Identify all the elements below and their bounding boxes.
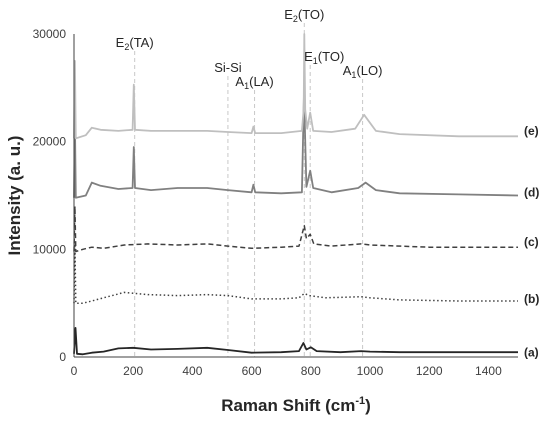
x-axis-title: Raman Shift (cm-1) xyxy=(221,395,371,415)
y-tick-label: 30000 xyxy=(33,27,67,41)
x-tick-label: 600 xyxy=(242,364,262,378)
x-tick-label: 800 xyxy=(301,364,321,378)
y-tick-label: 0 xyxy=(59,350,66,364)
x-tick-label: 1400 xyxy=(475,364,502,378)
x-tick-label: 0 xyxy=(71,364,78,378)
series-line xyxy=(73,205,518,253)
peak-label: E2(TA) xyxy=(116,35,154,52)
series-layer xyxy=(73,33,519,356)
peak-label: Si-Si xyxy=(214,60,242,75)
peak-label: A1(LA) xyxy=(235,74,273,91)
y-axis-title: Intensity (a. u.) xyxy=(5,136,24,256)
y-tick-label: 10000 xyxy=(33,242,67,256)
series-label: (a) xyxy=(524,346,539,360)
series-label: (b) xyxy=(524,292,539,306)
series-label: (c) xyxy=(524,235,539,249)
y-tick-labels: 0 10000 20000 30000 xyxy=(33,27,67,364)
series-label: (e) xyxy=(524,124,539,138)
series-line xyxy=(73,92,519,199)
x-tick-label: 400 xyxy=(182,364,202,378)
x-tick-labels: 0 200 400 600 800 1000 1200 1400 xyxy=(71,364,502,378)
series-label: (d) xyxy=(524,185,539,199)
x-tick-label: 200 xyxy=(123,364,143,378)
y-tick-label: 20000 xyxy=(33,135,67,149)
peak-label: E2(TO) xyxy=(284,7,324,24)
series-labels: (a) (b) (c) (d) (e) xyxy=(524,124,539,360)
series-line xyxy=(73,33,518,140)
peak-label: E1(TO) xyxy=(304,49,344,66)
axes xyxy=(73,34,518,358)
x-tick-label: 1000 xyxy=(357,364,384,378)
series-line xyxy=(73,243,518,304)
series-line xyxy=(73,327,518,356)
x-tick-label: 1200 xyxy=(416,364,443,378)
peak-label: A1(LO) xyxy=(343,63,383,80)
